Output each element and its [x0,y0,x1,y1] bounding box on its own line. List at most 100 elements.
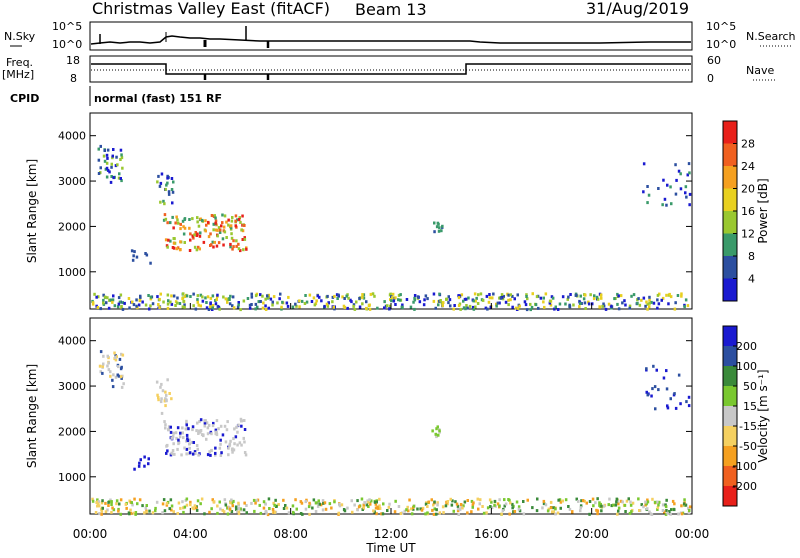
velocity-cell [285,506,289,510]
velocity-cell [374,502,378,506]
power-cell [383,300,386,304]
power-cell [285,301,289,305]
power-cell [619,294,623,298]
velocity-cell [114,375,118,379]
power-cell [183,217,187,221]
power-cell [216,234,219,238]
velocity-cell [598,501,601,505]
velocity-cell [175,436,178,440]
velocity-cell [219,454,223,457]
power-cell [151,302,155,306]
velocity-cell [195,444,199,447]
power-cell [401,303,404,307]
velocity-cell [226,506,229,510]
power-cell [438,299,441,303]
velocity-cell [544,503,548,507]
velocity-cell [368,498,371,502]
power-cell [554,305,557,309]
velocity-cell [230,501,234,505]
power-cell [111,154,114,158]
velocity-cell [616,499,620,503]
power-cell [343,306,347,309]
velocity-cell [386,509,389,512]
power-cell [624,303,627,307]
velocity-cell [551,510,554,514]
velocity-cell [182,510,185,514]
power-cell [234,219,237,223]
power-cell [234,214,238,218]
cpid-label: CPID [10,92,39,105]
power-cell [230,219,234,223]
velocity-cell [432,512,436,516]
power-cell [632,293,636,297]
velocity-cell [653,500,657,504]
velocity-cell [185,503,189,507]
velocity-cell [235,507,238,511]
velocity-cell [216,504,219,508]
power-cell [196,220,199,224]
power-cell [177,221,180,225]
power-cell [211,304,215,307]
power-cell [525,293,528,297]
velocity-cell [669,397,672,401]
power-cell [413,298,417,302]
power-cell [149,261,152,265]
power-cell [218,231,222,234]
power-cell [170,177,174,180]
colorbar-segment [723,486,737,507]
velocity-cell [264,502,267,506]
velocity-cell [642,505,645,509]
velocity-cell [234,435,238,439]
power-cell [475,296,478,300]
velocity-cell [644,500,647,504]
velocity-cell [407,509,410,513]
velocity-cell [399,512,403,515]
power-cell [112,176,115,180]
colorbar-frame [722,325,738,507]
power-cell [196,298,199,302]
power-cell [137,303,141,307]
velocity-cell [155,380,159,384]
power-cell [194,307,198,311]
power-cell [391,292,395,296]
power-cell [453,304,456,307]
date-label: 31/Aug/2019 [586,0,689,18]
velocity-cell [164,426,167,430]
power-cell [246,297,250,300]
velocity-cell [455,502,459,506]
velocity-cell [665,509,668,512]
velocity-cell [493,499,497,503]
power-cell [148,307,151,311]
velocity-cell [212,500,216,504]
power-cell [119,158,122,161]
power-cell [159,200,162,204]
velocity-colorbar-label: Velocity [m s⁻¹] [756,369,770,462]
power-cell [376,306,379,310]
power-cell [192,236,195,240]
velocity-cell [96,498,99,502]
power-cell [196,232,199,236]
power-cell [323,304,326,308]
velocity-cell [225,428,229,432]
power-cell [556,308,560,311]
velocity-cell [240,443,243,447]
velocity-cell [592,504,595,508]
velocity-cell [478,502,481,506]
power-cell [564,302,567,306]
velocity-cell [477,507,480,511]
power-cell [102,293,105,297]
power-cell [176,301,179,305]
power-cell [362,296,366,300]
velocity-cell [294,498,297,502]
power-cell [524,303,528,307]
power-cell [95,295,98,299]
velocity-cell [596,512,599,516]
power-cell [617,294,620,298]
power-cell [525,295,528,298]
velocity-cell [512,510,515,514]
power-cell [241,214,244,218]
velocity-cell [655,368,658,372]
power-cell [459,307,462,311]
power-cell [386,304,389,308]
power-cell [650,300,653,304]
